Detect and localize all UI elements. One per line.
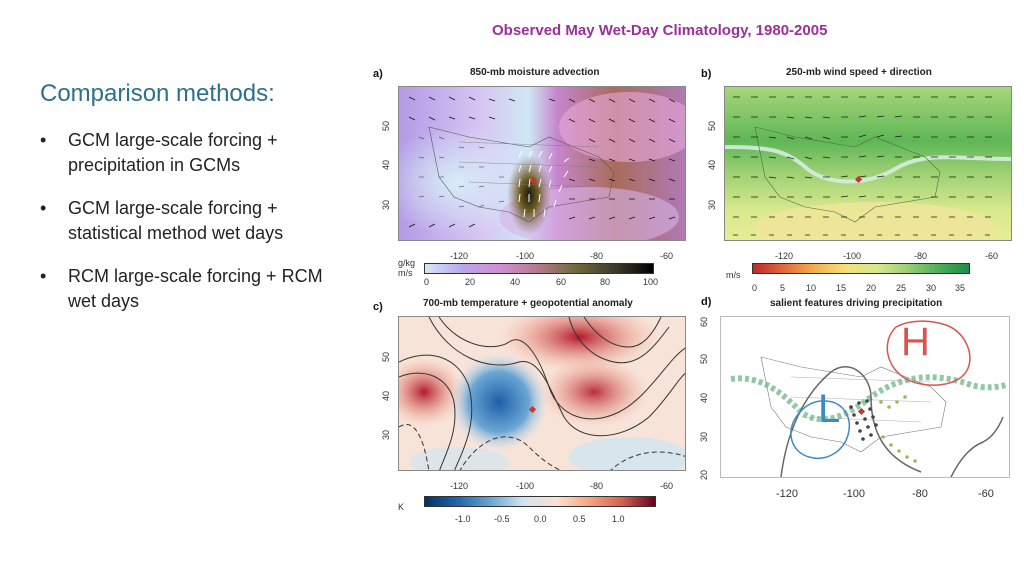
lon-tick: -60 bbox=[660, 481, 674, 491]
lat-tick: 50 bbox=[381, 351, 391, 362]
list-item: • GCM large-scale forcing + statistical m… bbox=[40, 196, 350, 246]
lon-tick: -80 bbox=[590, 251, 604, 261]
colorbar-tick: 100 bbox=[643, 277, 659, 287]
lon-tick: -60 bbox=[978, 488, 994, 500]
methods-heading: Comparison methods: bbox=[40, 80, 275, 107]
panel-a-title: 850-mb moisture advection bbox=[470, 67, 600, 78]
methods-list: • GCM large-scale forcing + precipitation… bbox=[40, 128, 350, 332]
list-item: • RCM large-scale forcing + RCM wet days bbox=[40, 264, 350, 314]
panel-b-title: 250-mb wind speed + direction bbox=[786, 67, 932, 78]
colorbar-tick: 1.0 bbox=[612, 514, 625, 524]
bullet-icon: • bbox=[40, 198, 47, 218]
panel-a-label: a) bbox=[373, 68, 383, 80]
lat-tick: 50 bbox=[707, 120, 717, 131]
lon-tick: -100 bbox=[516, 481, 535, 491]
lat-tick: 40 bbox=[381, 159, 391, 170]
low-pressure-label: L bbox=[818, 387, 841, 431]
temperature-colorbar bbox=[424, 496, 656, 507]
colorbar-tick: 15 bbox=[836, 283, 847, 293]
colorbar-tick: 10 bbox=[806, 283, 817, 293]
features-map-graphic bbox=[721, 317, 1009, 477]
colorbar-tick: 40 bbox=[510, 277, 521, 287]
lat-tick: 40 bbox=[699, 392, 709, 403]
colorbar-tick: -0.5 bbox=[494, 514, 510, 524]
salient-features-map bbox=[720, 316, 1010, 478]
wind-speed-colorbar bbox=[752, 263, 970, 274]
lat-tick: 30 bbox=[381, 429, 391, 440]
colorbar-tick: 60 bbox=[556, 277, 567, 287]
lon-tick: -120 bbox=[450, 251, 469, 261]
lon-tick: -100 bbox=[843, 488, 866, 500]
lat-tick: 50 bbox=[699, 353, 709, 364]
panel-c-label: c) bbox=[373, 301, 383, 313]
lat-tick: 40 bbox=[381, 390, 391, 401]
high-pressure-label: H bbox=[901, 320, 930, 364]
lon-tick: -120 bbox=[775, 251, 794, 261]
lon-tick: -80 bbox=[590, 481, 604, 491]
lon-tick: -120 bbox=[450, 481, 469, 491]
lat-tick: 50 bbox=[381, 120, 391, 131]
lon-tick: -100 bbox=[843, 251, 862, 261]
lat-tick: 40 bbox=[707, 159, 717, 170]
lat-tick: 60 bbox=[699, 316, 709, 327]
colorbar-tick: 20 bbox=[465, 277, 476, 287]
moisture-colorbar bbox=[424, 263, 654, 274]
method-text: GCM large-scale forcing + precipitation … bbox=[68, 130, 278, 175]
lon-tick: -120 bbox=[776, 488, 799, 500]
lon-tick: -80 bbox=[914, 251, 928, 261]
colorbar-tick: 20 bbox=[866, 283, 877, 293]
slide-title: Observed May Wet-Day Climatology, 1980-2… bbox=[492, 22, 828, 39]
colorbar-unit: m/s bbox=[726, 270, 741, 280]
lat-tick: 30 bbox=[381, 199, 391, 210]
temperature-anomaly-map bbox=[398, 316, 686, 471]
bullet-icon: • bbox=[40, 266, 47, 286]
panel-d-label: d) bbox=[701, 296, 712, 308]
colorbar-tick: -1.0 bbox=[455, 514, 471, 524]
lat-tick: 20 bbox=[699, 469, 709, 480]
method-text: GCM large-scale forcing + statistical me… bbox=[68, 198, 284, 243]
lon-tick: -60 bbox=[660, 251, 674, 261]
method-text: RCM large-scale forcing + RCM wet days bbox=[68, 266, 323, 311]
moisture-advection-map bbox=[398, 86, 686, 241]
colorbar-tick: 35 bbox=[955, 283, 966, 293]
colorbar-tick: 5 bbox=[780, 283, 786, 293]
colorbar-tick: 25 bbox=[896, 283, 907, 293]
panel-c-title: 700-mb temperature + geopotential anomal… bbox=[423, 298, 633, 309]
colorbar-tick: 0.0 bbox=[534, 514, 547, 524]
bullet-icon: • bbox=[40, 130, 47, 150]
lon-tick: -100 bbox=[516, 251, 535, 261]
colorbar-unit: g/kg m/s bbox=[398, 258, 416, 278]
lon-tick: -60 bbox=[985, 251, 999, 261]
colorbar-tick: 0 bbox=[752, 283, 758, 293]
moisture-map-graphic bbox=[399, 87, 685, 240]
colorbar-tick: 80 bbox=[600, 277, 611, 287]
colorbar-tick: 30 bbox=[926, 283, 937, 293]
colorbar-unit: K bbox=[398, 502, 405, 512]
wind-speed-map bbox=[724, 86, 1012, 241]
colorbar-tick: 0 bbox=[424, 277, 430, 287]
temperature-map-graphic bbox=[399, 317, 685, 470]
panel-b-label: b) bbox=[701, 68, 712, 80]
panel-d-title: salient features driving precipitation bbox=[770, 298, 943, 309]
lon-tick: -80 bbox=[912, 488, 928, 500]
colorbar-tick: 0.5 bbox=[573, 514, 586, 524]
lat-tick: 30 bbox=[699, 431, 709, 442]
lat-tick: 30 bbox=[707, 199, 717, 210]
wind-map-graphic bbox=[725, 87, 1011, 240]
list-item: • GCM large-scale forcing + precipitation… bbox=[40, 128, 350, 178]
